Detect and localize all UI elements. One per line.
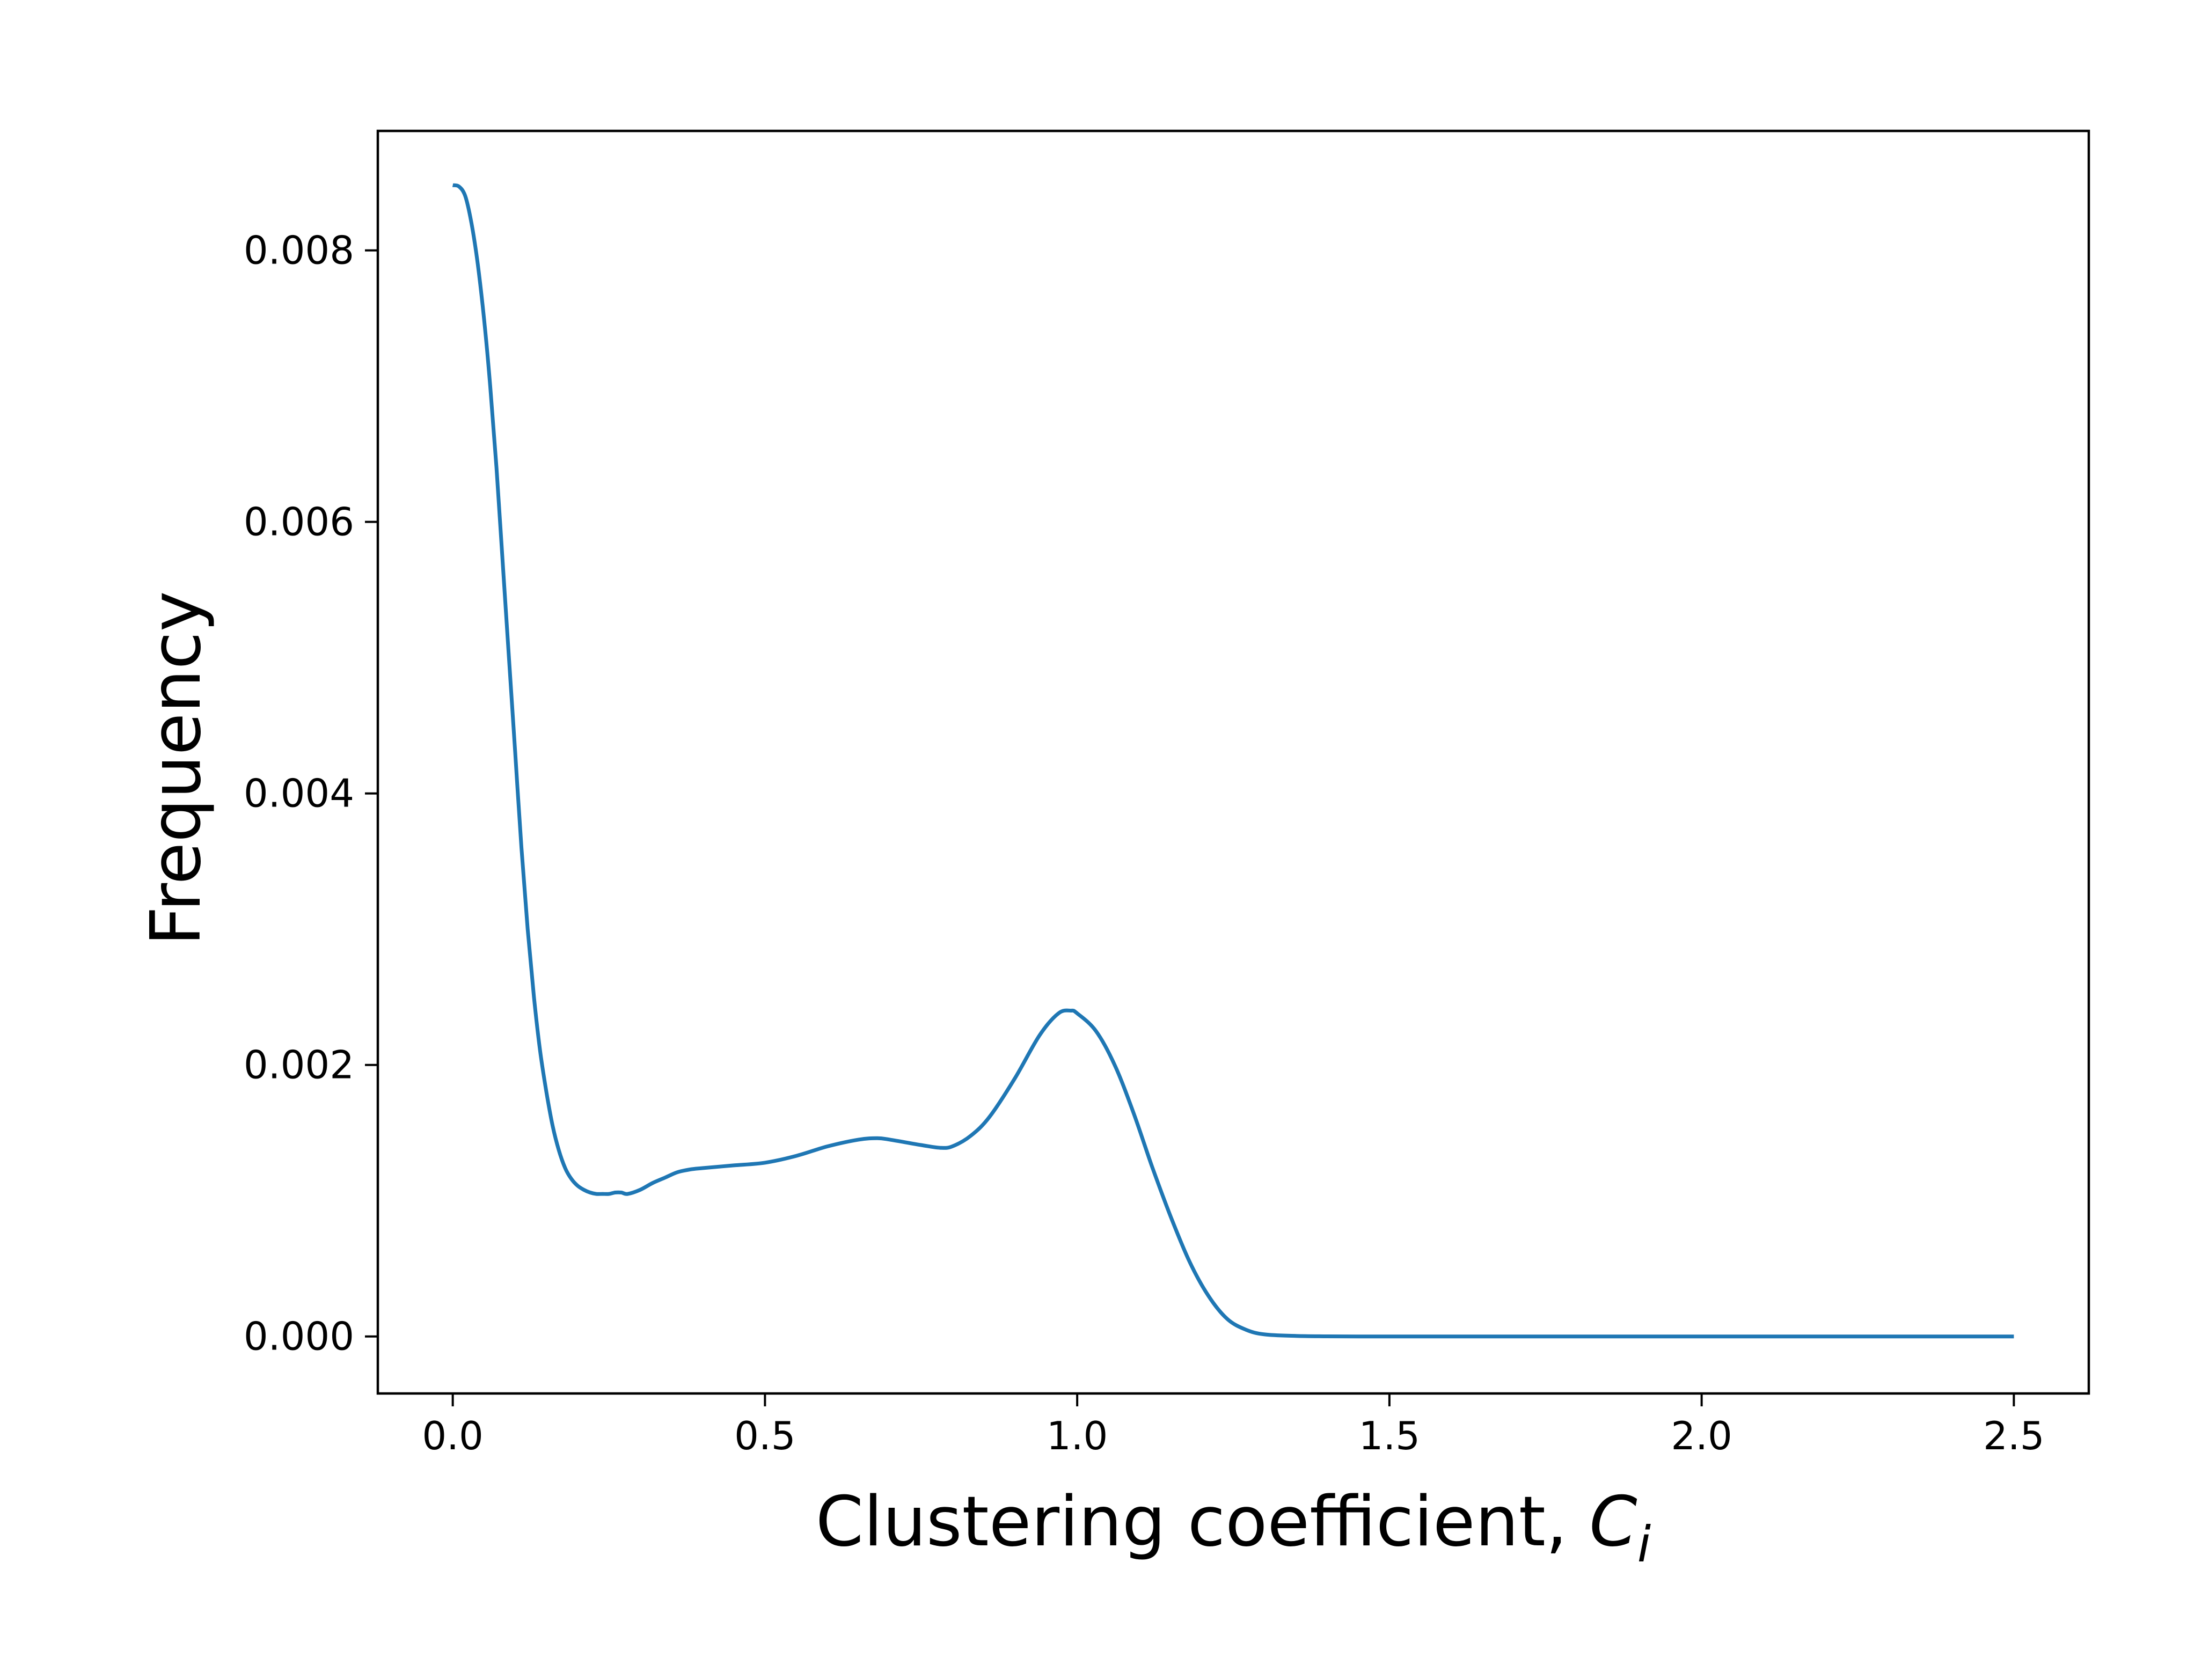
series-line bbox=[452, 183, 2014, 1339]
x-tick-label: 0.0 bbox=[422, 1413, 484, 1458]
y-axis-ticks: 0.000 0.002 0.004 0.006 0.008 bbox=[244, 228, 378, 1359]
x-tick-label: 0.5 bbox=[734, 1413, 796, 1458]
x-axis-ticks: 0.0 0.5 1.0 1.5 2.0 2.5 bbox=[422, 1393, 2045, 1458]
x-tick-label: 2.0 bbox=[1671, 1413, 1732, 1458]
x-axis-label-subscript: i bbox=[1637, 1516, 1651, 1573]
x-tick-label: 1.5 bbox=[1359, 1413, 1421, 1458]
x-tick-label: 2.5 bbox=[1983, 1413, 2045, 1458]
x-axis-label: Clustering coefficient, Ci bbox=[816, 1482, 1651, 1573]
y-tick-label: 0.006 bbox=[244, 500, 354, 545]
x-axis-label-text: Clustering coefficient, bbox=[816, 1482, 1590, 1562]
x-tick-label: 1.0 bbox=[1047, 1413, 1108, 1458]
y-tick-label: 0.000 bbox=[244, 1314, 354, 1359]
x-axis-label-symbol: C bbox=[1589, 1482, 1637, 1562]
y-tick-label: 0.008 bbox=[244, 228, 354, 273]
y-tick-label: 0.004 bbox=[244, 771, 354, 816]
y-tick-label: 0.002 bbox=[244, 1043, 354, 1088]
y-axis-label: Frequency bbox=[136, 591, 216, 945]
plot-frame bbox=[376, 129, 2090, 1395]
